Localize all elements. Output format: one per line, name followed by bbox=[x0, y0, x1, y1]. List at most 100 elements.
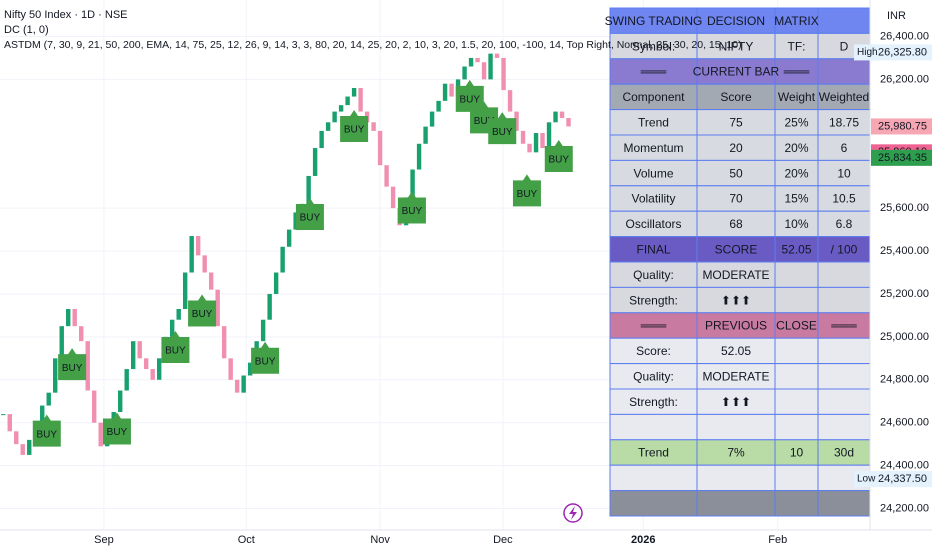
candle bbox=[286, 229, 292, 247]
alert-icon[interactable] bbox=[563, 503, 583, 523]
table-cell-text: 10% bbox=[784, 217, 808, 231]
table-cell bbox=[774, 464, 819, 492]
table-cell bbox=[696, 159, 776, 187]
table-cell bbox=[774, 159, 819, 187]
price-tag-box bbox=[854, 471, 878, 488]
buy-signal-label: BUY bbox=[402, 206, 423, 217]
candle bbox=[533, 133, 539, 153]
table-cell-text: 6 bbox=[841, 141, 848, 155]
candle bbox=[98, 422, 103, 447]
buy-signal-box bbox=[161, 330, 190, 363]
buy-signal-box bbox=[340, 109, 369, 142]
candle bbox=[14, 431, 19, 445]
table-cell bbox=[817, 185, 871, 212]
table-cell-text: Quality: bbox=[633, 268, 674, 282]
table-cell-text: 25% bbox=[784, 115, 808, 129]
table-cell bbox=[774, 236, 819, 263]
y-tick-label: 24,200.00 bbox=[880, 502, 929, 514]
candle bbox=[241, 375, 246, 393]
candle bbox=[221, 326, 227, 359]
table-cell-text: 30d bbox=[834, 446, 854, 460]
candle bbox=[247, 362, 253, 376]
candle bbox=[475, 57, 480, 63]
table-cell-text: Volatility bbox=[631, 192, 675, 206]
candle bbox=[345, 96, 350, 106]
buy-signal-label: BUY bbox=[62, 363, 83, 374]
table-cell bbox=[609, 83, 698, 111]
candle bbox=[540, 133, 545, 149]
candle bbox=[546, 122, 552, 149]
table-cell-text: 10 bbox=[790, 446, 804, 460]
table-cell bbox=[696, 134, 776, 161]
buy-signal-box bbox=[455, 79, 484, 112]
table-cell bbox=[609, 363, 698, 390]
buy-signal-label: BUY bbox=[300, 213, 321, 224]
signals: BUYBUYBUYBUYBUYBUYBUYBUYBUYBUYBUYBUYBUYB… bbox=[32, 79, 573, 447]
table-cell bbox=[696, 109, 776, 136]
candle bbox=[494, 53, 500, 58]
candle bbox=[416, 143, 422, 170]
candle bbox=[176, 308, 181, 320]
y-tick-label: 25,200.00 bbox=[880, 288, 929, 300]
buy-signal-box bbox=[397, 191, 426, 224]
table-cell-text: SWING TRADING bbox=[605, 14, 703, 28]
table-cell-text: Score bbox=[720, 90, 752, 104]
buy-signal-box bbox=[512, 174, 541, 207]
candle bbox=[53, 358, 58, 393]
table-cell bbox=[609, 490, 698, 517]
x-tick-label: Feb bbox=[768, 534, 787, 546]
table-cell bbox=[609, 109, 698, 136]
candle bbox=[182, 272, 188, 309]
indicator-label: DC (1, 0) bbox=[4, 24, 49, 36]
x-tick-label: 2026 bbox=[631, 534, 655, 546]
table-cell-text: 20% bbox=[784, 141, 808, 155]
table-cell-text: 7% bbox=[727, 446, 745, 460]
candle bbox=[462, 66, 467, 80]
table-cell bbox=[817, 261, 871, 288]
table-cell-text: Oscillators bbox=[625, 217, 681, 231]
table-cell-text: 68 bbox=[729, 217, 743, 231]
indicator-label: ASTDM (7, 30, 9, 21, 50, 200, EMA, 14, 7… bbox=[4, 39, 742, 51]
y-tick-label: 24,400.00 bbox=[880, 460, 929, 472]
buy-signal-label: BUY bbox=[36, 429, 57, 440]
price-label-box bbox=[871, 118, 932, 135]
table-cell bbox=[774, 363, 819, 390]
table-cell-text: 52.05 bbox=[781, 242, 811, 256]
table-cell bbox=[696, 185, 776, 212]
candle bbox=[429, 111, 435, 127]
table-cell bbox=[774, 7, 819, 34]
table-cell bbox=[609, 413, 698, 441]
buy-signal-label: BUY bbox=[548, 155, 569, 166]
candle bbox=[92, 390, 97, 423]
candle bbox=[527, 143, 532, 153]
candle bbox=[332, 111, 337, 123]
candle bbox=[215, 289, 220, 327]
table-cell-text: SCORE bbox=[715, 242, 758, 256]
table-cell-text: CLOSE bbox=[776, 319, 817, 333]
table-cell bbox=[774, 210, 819, 238]
candle bbox=[72, 308, 77, 327]
table-cell bbox=[609, 236, 698, 263]
table-cell bbox=[817, 312, 871, 339]
candle bbox=[520, 130, 526, 144]
candle bbox=[137, 341, 142, 359]
table-cell-text: ═══ bbox=[640, 65, 667, 79]
table-cell-text: 20% bbox=[784, 166, 808, 180]
table-cell-text: FINAL bbox=[636, 242, 670, 256]
buy-signal-label: BUY bbox=[165, 346, 186, 357]
candle bbox=[351, 87, 357, 97]
table-cell-text: 50 bbox=[729, 166, 743, 180]
candle bbox=[559, 111, 565, 119]
table-cell bbox=[696, 464, 776, 492]
candle bbox=[202, 255, 207, 273]
candle bbox=[85, 341, 90, 391]
table-cell-text: Symbol: bbox=[632, 39, 675, 53]
candle bbox=[169, 319, 175, 337]
price-tag: Low bbox=[857, 474, 876, 485]
table-cell bbox=[774, 83, 819, 111]
x-tick-label: Dec bbox=[493, 534, 513, 546]
candle bbox=[325, 122, 331, 131]
candle bbox=[208, 272, 214, 290]
table-cell bbox=[696, 58, 776, 85]
buy-signal-box bbox=[488, 112, 517, 145]
